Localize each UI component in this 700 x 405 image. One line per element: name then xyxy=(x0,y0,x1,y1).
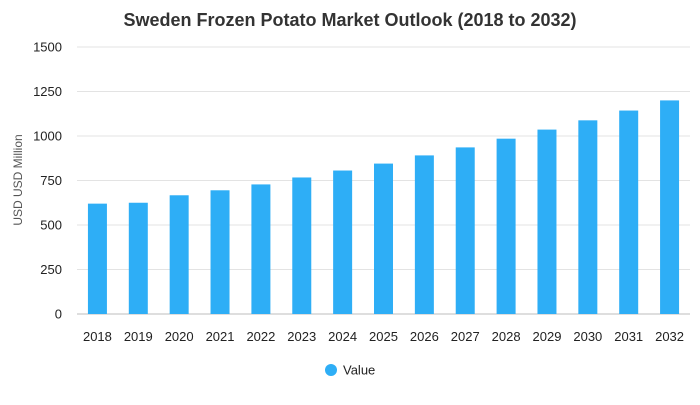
x-axis-ticks: 2018 2019 2020 2021 2022 2023 2024 2025 2026 2027… xyxy=(83,329,684,344)
x-tick-label: 2021 xyxy=(206,329,235,344)
x-tick-label: 2022 xyxy=(246,329,275,344)
bar-2028[interactable] xyxy=(496,138,516,314)
x-tick-label: 2029 xyxy=(533,329,562,344)
x-tick-label: 2020 xyxy=(165,329,194,344)
y-tick-label: 250 xyxy=(40,262,62,277)
bar-2025[interactable] xyxy=(374,163,393,314)
bar-2018[interactable] xyxy=(87,203,107,314)
x-tick-label: 2025 xyxy=(369,329,398,344)
y-axis-label: USD USD Million xyxy=(11,134,25,225)
y-tick-label: 500 xyxy=(40,218,62,233)
bar-2023[interactable] xyxy=(292,177,312,314)
bar-2029[interactable] xyxy=(537,129,557,314)
legend-label-value: Value xyxy=(343,363,375,378)
y-tick-label: 0 xyxy=(55,307,62,322)
x-tick-label: 2026 xyxy=(410,329,439,344)
bar-2021[interactable] xyxy=(210,190,230,314)
bar-2030[interactable] xyxy=(578,120,598,314)
x-tick-label: 2018 xyxy=(83,329,112,344)
chart-title: Sweden Frozen Potato Market Outlook (201… xyxy=(123,10,576,30)
y-tick-label: 1500 xyxy=(33,40,62,55)
bar-2032[interactable] xyxy=(660,100,680,315)
bar-2024[interactable] xyxy=(333,170,353,314)
y-tick-label: 1000 xyxy=(33,129,62,144)
bars xyxy=(87,100,680,315)
x-tick-label: 2024 xyxy=(328,329,357,344)
legend-swatch-value xyxy=(325,364,337,376)
bar-2026[interactable] xyxy=(414,155,434,314)
legend[interactable]: Value xyxy=(325,363,375,378)
x-tick-label: 2023 xyxy=(287,329,316,344)
y-tick-label: 750 xyxy=(40,173,62,188)
x-tick-label: 2019 xyxy=(124,329,153,344)
x-tick-label: 2032 xyxy=(655,329,684,344)
x-tick-label: 2030 xyxy=(573,329,602,344)
x-tick-label: 2027 xyxy=(451,329,480,344)
bar-2027[interactable] xyxy=(455,147,475,314)
x-tick-label: 2028 xyxy=(492,329,521,344)
bar-2020[interactable] xyxy=(169,195,189,314)
x-tick-label: 2031 xyxy=(614,329,643,344)
y-axis-ticks: 0 250 500 750 1000 1250 1500 xyxy=(33,40,62,322)
bar-2031[interactable] xyxy=(619,110,639,315)
y-tick-label: 1250 xyxy=(33,84,62,99)
bar-2022[interactable] xyxy=(251,184,271,314)
bar-2019[interactable] xyxy=(128,202,148,314)
